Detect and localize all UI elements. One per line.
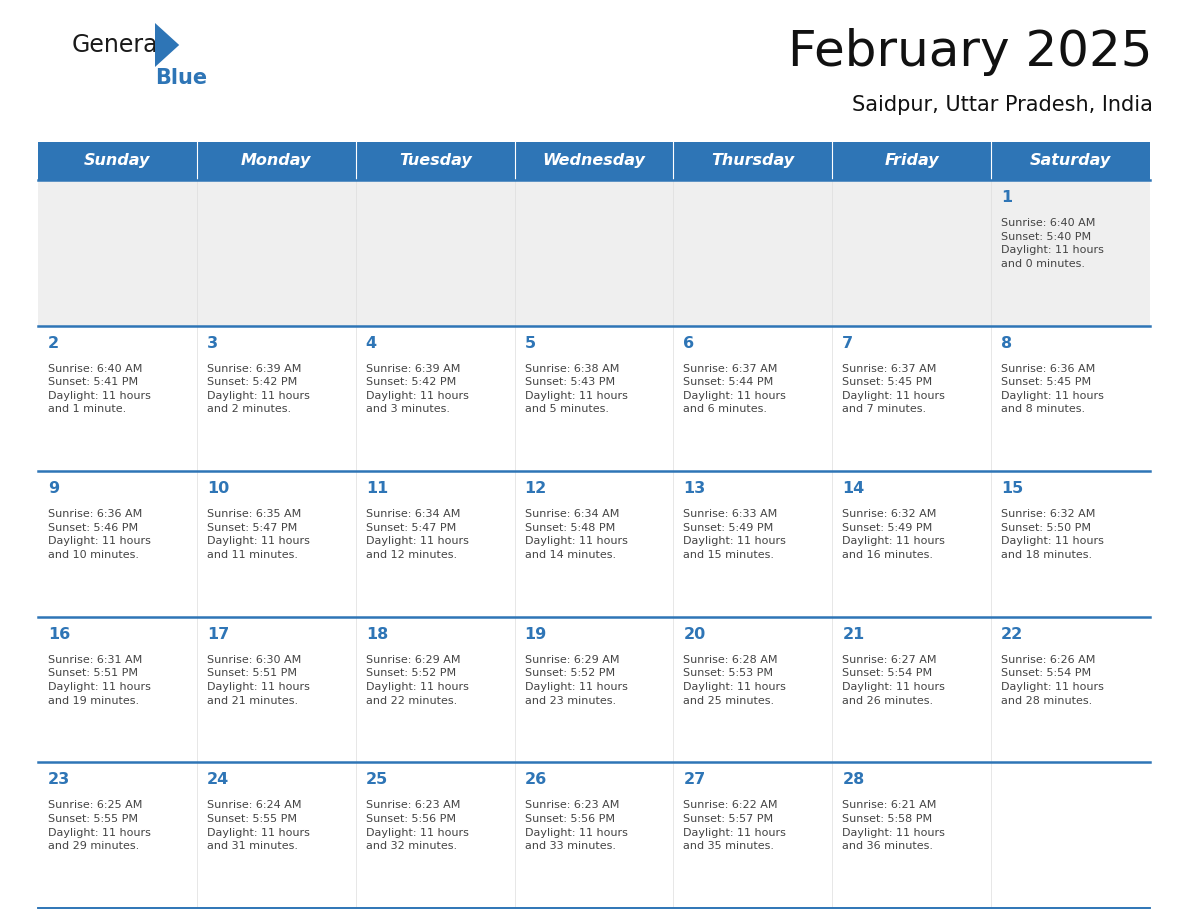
Text: Sunrise: 6:25 AM
Sunset: 5:55 PM
Daylight: 11 hours
and 29 minutes.: Sunrise: 6:25 AM Sunset: 5:55 PM Dayligh… (48, 800, 151, 851)
Text: 22: 22 (1001, 627, 1023, 642)
Text: 9: 9 (48, 481, 59, 497)
Bar (833, 142, 991, 180)
Text: Sunrise: 6:29 AM
Sunset: 5:52 PM
Daylight: 11 hours
and 23 minutes.: Sunrise: 6:29 AM Sunset: 5:52 PM Dayligh… (525, 655, 627, 706)
Text: Sunrise: 6:23 AM
Sunset: 5:56 PM
Daylight: 11 hours
and 32 minutes.: Sunrise: 6:23 AM Sunset: 5:56 PM Dayligh… (366, 800, 468, 851)
Polygon shape (154, 23, 179, 67)
Text: 28: 28 (842, 772, 865, 788)
Text: Sunrise: 6:22 AM
Sunset: 5:57 PM
Daylight: 11 hours
and 35 minutes.: Sunrise: 6:22 AM Sunset: 5:57 PM Dayligh… (683, 800, 786, 851)
Text: 11: 11 (366, 481, 388, 497)
Text: 27: 27 (683, 772, 706, 788)
Bar (38, 326, 1150, 471)
Text: 16: 16 (48, 627, 70, 642)
Text: Thursday: Thursday (712, 153, 795, 169)
Text: Sunrise: 6:39 AM
Sunset: 5:42 PM
Daylight: 11 hours
and 2 minutes.: Sunrise: 6:39 AM Sunset: 5:42 PM Dayligh… (207, 364, 310, 414)
Text: General: General (72, 33, 165, 57)
Text: Sunrise: 6:38 AM
Sunset: 5:43 PM
Daylight: 11 hours
and 5 minutes.: Sunrise: 6:38 AM Sunset: 5:43 PM Dayligh… (525, 364, 627, 414)
Text: 12: 12 (525, 481, 546, 497)
Text: Sunrise: 6:24 AM
Sunset: 5:55 PM
Daylight: 11 hours
and 31 minutes.: Sunrise: 6:24 AM Sunset: 5:55 PM Dayligh… (207, 800, 310, 851)
Text: Tuesday: Tuesday (399, 153, 472, 169)
Text: 6: 6 (683, 336, 695, 351)
Text: Sunrise: 6:36 AM
Sunset: 5:45 PM
Daylight: 11 hours
and 8 minutes.: Sunrise: 6:36 AM Sunset: 5:45 PM Dayligh… (1001, 364, 1104, 414)
Text: Sunrise: 6:28 AM
Sunset: 5:53 PM
Daylight: 11 hours
and 25 minutes.: Sunrise: 6:28 AM Sunset: 5:53 PM Dayligh… (683, 655, 786, 706)
Text: Sunrise: 6:40 AM
Sunset: 5:41 PM
Daylight: 11 hours
and 1 minute.: Sunrise: 6:40 AM Sunset: 5:41 PM Dayligh… (48, 364, 151, 414)
Text: Sunrise: 6:26 AM
Sunset: 5:54 PM
Daylight: 11 hours
and 28 minutes.: Sunrise: 6:26 AM Sunset: 5:54 PM Dayligh… (1001, 655, 1104, 706)
Text: Sunrise: 6:36 AM
Sunset: 5:46 PM
Daylight: 11 hours
and 10 minutes.: Sunrise: 6:36 AM Sunset: 5:46 PM Dayligh… (48, 509, 151, 560)
Text: 8: 8 (1001, 336, 1012, 351)
Text: 7: 7 (842, 336, 853, 351)
Text: 18: 18 (366, 627, 388, 642)
Text: 26: 26 (525, 772, 546, 788)
Bar (38, 471, 1150, 617)
Text: Sunrise: 6:30 AM
Sunset: 5:51 PM
Daylight: 11 hours
and 21 minutes.: Sunrise: 6:30 AM Sunset: 5:51 PM Dayligh… (207, 655, 310, 706)
Text: Sunrise: 6:37 AM
Sunset: 5:44 PM
Daylight: 11 hours
and 6 minutes.: Sunrise: 6:37 AM Sunset: 5:44 PM Dayligh… (683, 364, 786, 414)
Text: 21: 21 (842, 627, 865, 642)
Text: 13: 13 (683, 481, 706, 497)
Text: Monday: Monday (241, 153, 311, 169)
Text: Sunrise: 6:23 AM
Sunset: 5:56 PM
Daylight: 11 hours
and 33 minutes.: Sunrise: 6:23 AM Sunset: 5:56 PM Dayligh… (525, 800, 627, 851)
Text: Sunrise: 6:31 AM
Sunset: 5:51 PM
Daylight: 11 hours
and 19 minutes.: Sunrise: 6:31 AM Sunset: 5:51 PM Dayligh… (48, 655, 151, 706)
Text: Sunrise: 6:32 AM
Sunset: 5:50 PM
Daylight: 11 hours
and 18 minutes.: Sunrise: 6:32 AM Sunset: 5:50 PM Dayligh… (1001, 509, 1104, 560)
Bar (38, 180, 1150, 326)
Text: Saidpur, Uttar Pradesh, India: Saidpur, Uttar Pradesh, India (852, 95, 1154, 115)
Text: Sunday: Sunday (84, 153, 151, 169)
Text: Sunrise: 6:27 AM
Sunset: 5:54 PM
Daylight: 11 hours
and 26 minutes.: Sunrise: 6:27 AM Sunset: 5:54 PM Dayligh… (842, 655, 946, 706)
Text: 23: 23 (48, 772, 70, 788)
Bar (674, 142, 833, 180)
Text: Sunrise: 6:35 AM
Sunset: 5:47 PM
Daylight: 11 hours
and 11 minutes.: Sunrise: 6:35 AM Sunset: 5:47 PM Dayligh… (207, 509, 310, 560)
Text: 15: 15 (1001, 481, 1023, 497)
Text: 10: 10 (207, 481, 229, 497)
Text: February 2025: February 2025 (789, 28, 1154, 76)
Text: 17: 17 (207, 627, 229, 642)
Bar (197, 142, 355, 180)
Text: 4: 4 (366, 336, 377, 351)
Text: 24: 24 (207, 772, 229, 788)
Text: Friday: Friday (884, 153, 939, 169)
Text: Sunrise: 6:29 AM
Sunset: 5:52 PM
Daylight: 11 hours
and 22 minutes.: Sunrise: 6:29 AM Sunset: 5:52 PM Dayligh… (366, 655, 468, 706)
Text: 14: 14 (842, 481, 865, 497)
Text: Saturday: Saturday (1030, 153, 1111, 169)
Bar (38, 763, 1150, 908)
Text: 3: 3 (207, 336, 217, 351)
Text: Sunrise: 6:21 AM
Sunset: 5:58 PM
Daylight: 11 hours
and 36 minutes.: Sunrise: 6:21 AM Sunset: 5:58 PM Dayligh… (842, 800, 946, 851)
Bar (38, 617, 1150, 763)
Text: 1: 1 (1001, 190, 1012, 205)
Text: 19: 19 (525, 627, 546, 642)
Bar (991, 142, 1150, 180)
Bar (38, 142, 197, 180)
Text: Sunrise: 6:37 AM
Sunset: 5:45 PM
Daylight: 11 hours
and 7 minutes.: Sunrise: 6:37 AM Sunset: 5:45 PM Dayligh… (842, 364, 946, 414)
Text: Sunrise: 6:34 AM
Sunset: 5:48 PM
Daylight: 11 hours
and 14 minutes.: Sunrise: 6:34 AM Sunset: 5:48 PM Dayligh… (525, 509, 627, 560)
Text: 25: 25 (366, 772, 388, 788)
Bar (514, 142, 674, 180)
Text: 5: 5 (525, 336, 536, 351)
Text: Sunrise: 6:32 AM
Sunset: 5:49 PM
Daylight: 11 hours
and 16 minutes.: Sunrise: 6:32 AM Sunset: 5:49 PM Dayligh… (842, 509, 946, 560)
Text: Sunrise: 6:40 AM
Sunset: 5:40 PM
Daylight: 11 hours
and 0 minutes.: Sunrise: 6:40 AM Sunset: 5:40 PM Dayligh… (1001, 218, 1104, 269)
Text: Sunrise: 6:34 AM
Sunset: 5:47 PM
Daylight: 11 hours
and 12 minutes.: Sunrise: 6:34 AM Sunset: 5:47 PM Dayligh… (366, 509, 468, 560)
Text: 2: 2 (48, 336, 59, 351)
Text: Sunrise: 6:33 AM
Sunset: 5:49 PM
Daylight: 11 hours
and 15 minutes.: Sunrise: 6:33 AM Sunset: 5:49 PM Dayligh… (683, 509, 786, 560)
Text: 20: 20 (683, 627, 706, 642)
Bar (355, 142, 514, 180)
Text: Wednesday: Wednesday (543, 153, 645, 169)
Text: Blue: Blue (154, 68, 207, 88)
Text: Sunrise: 6:39 AM
Sunset: 5:42 PM
Daylight: 11 hours
and 3 minutes.: Sunrise: 6:39 AM Sunset: 5:42 PM Dayligh… (366, 364, 468, 414)
